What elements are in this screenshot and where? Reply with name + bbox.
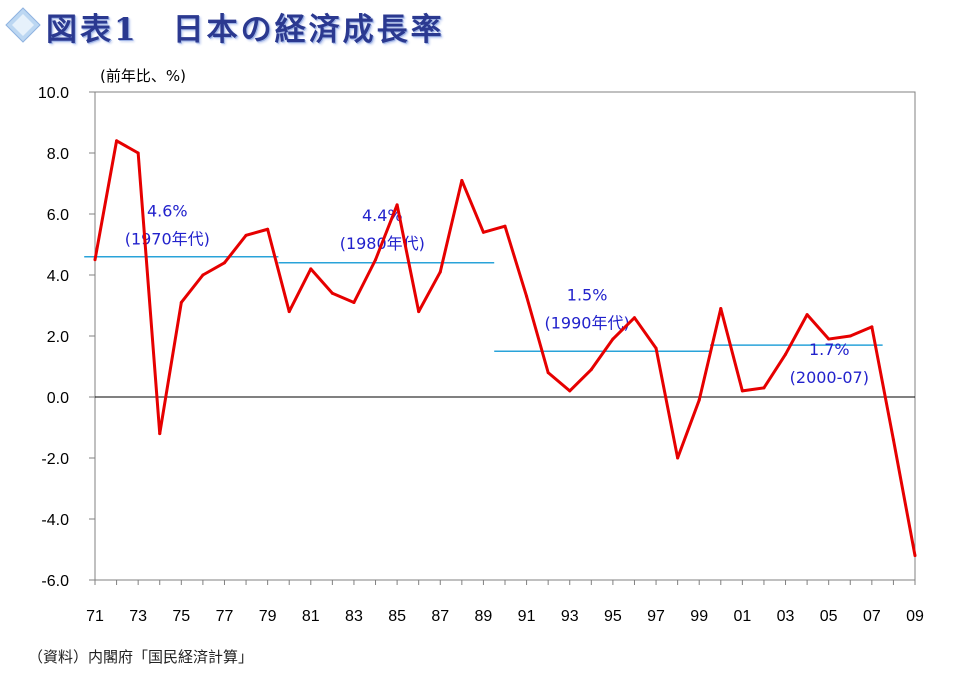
average-period-label: (1990年代) <box>544 313 629 332</box>
x-tick-label: 81 <box>302 608 320 625</box>
page-title: 図表1 日本の経済成長率 <box>46 12 445 48</box>
y-axis-unit-label: (前年比、%) <box>100 67 186 85</box>
data-point <box>697 398 701 402</box>
diamond-icon <box>5 7 41 43</box>
data-point <box>481 230 485 234</box>
data-point <box>201 273 205 277</box>
x-tick-label: 79 <box>259 608 277 625</box>
x-tick-label: 05 <box>820 608 838 625</box>
data-point <box>244 233 248 237</box>
x-axis-ticks: 71 73 75 77 79 81 83 85 87 89 91 93 95 97 99 01 03 05 07 09 <box>86 580 924 625</box>
growth-series <box>93 139 917 558</box>
x-tick-label: 93 <box>561 608 579 625</box>
data-point <box>676 456 680 460</box>
data-point <box>719 307 723 311</box>
x-tick-label: 99 <box>690 608 708 625</box>
data-point <box>827 337 831 341</box>
x-tick-label: 03 <box>777 608 795 625</box>
data-point <box>503 224 507 228</box>
data-point <box>374 258 378 262</box>
average-period-label: (2000-07) <box>790 368 869 387</box>
x-tick-label: 73 <box>129 608 147 625</box>
data-point <box>330 291 334 295</box>
data-point <box>870 325 874 329</box>
y-tick-label: 4.0 <box>47 268 69 285</box>
data-point <box>438 270 442 274</box>
data-point <box>654 346 658 350</box>
x-tick-label: 95 <box>604 608 622 625</box>
data-point <box>417 310 421 314</box>
x-tick-label: 91 <box>518 608 536 625</box>
data-point <box>287 310 291 314</box>
source-note: （資料）内閣府「国民経済計算」 <box>28 648 254 666</box>
y-tick-label: -4.0 <box>41 512 69 529</box>
data-point <box>568 389 572 393</box>
data-point <box>805 313 809 317</box>
average-value-label: 1.7% <box>809 340 850 359</box>
x-tick-label: 01 <box>733 608 751 625</box>
x-tick-label: 89 <box>475 608 493 625</box>
y-tick-label: 6.0 <box>47 207 69 224</box>
data-point <box>222 261 226 265</box>
y-tick-label: 0.0 <box>47 390 69 407</box>
data-point <box>136 151 140 155</box>
average-value-label: 1.5% <box>567 285 608 304</box>
header: 図表1 日本の経済成長率 <box>0 0 966 50</box>
data-point <box>460 178 464 182</box>
data-point <box>266 227 270 231</box>
data-point <box>352 300 356 304</box>
x-tick-label: 09 <box>906 608 924 625</box>
data-point <box>115 139 119 143</box>
plot-frame <box>94 91 916 581</box>
y-tick-label: 10.0 <box>38 85 69 102</box>
y-tick-label: -6.0 <box>41 573 69 590</box>
x-tick-label: 07 <box>863 608 881 625</box>
y-tick-label: 8.0 <box>47 146 69 163</box>
data-point <box>525 294 529 298</box>
data-point <box>179 300 183 304</box>
data-point <box>546 371 550 375</box>
data-point <box>784 352 788 356</box>
x-tick-label: 77 <box>216 608 234 625</box>
y-tick-label: -2.0 <box>41 451 69 468</box>
y-axis-ticks: 10.0 8.0 6.0 4.0 2.0 0.0 -2.0 -4.0 -6.0 <box>38 85 95 590</box>
data-point <box>891 438 895 442</box>
data-point <box>848 334 852 338</box>
x-tick-label: 97 <box>647 608 665 625</box>
data-point <box>589 368 593 372</box>
growth-line <box>93 139 917 556</box>
data-point <box>309 267 313 271</box>
data-point <box>762 386 766 390</box>
x-tick-label: 71 <box>86 608 104 625</box>
average-value-label: 4.6% <box>147 202 188 221</box>
y-tick-label: 2.0 <box>47 329 69 346</box>
data-point <box>158 432 162 436</box>
data-point <box>395 203 399 207</box>
average-period-label: (1970年代) <box>125 230 210 249</box>
x-tick-label: 85 <box>388 608 406 625</box>
x-tick-label: 83 <box>345 608 363 625</box>
plot-area <box>94 91 916 581</box>
data-point <box>93 258 97 262</box>
x-tick-label: 75 <box>172 608 190 625</box>
data-point <box>632 316 636 320</box>
data-point <box>913 554 917 558</box>
data-point <box>611 337 615 341</box>
data-point <box>740 389 744 393</box>
x-tick-label: 87 <box>431 608 449 625</box>
